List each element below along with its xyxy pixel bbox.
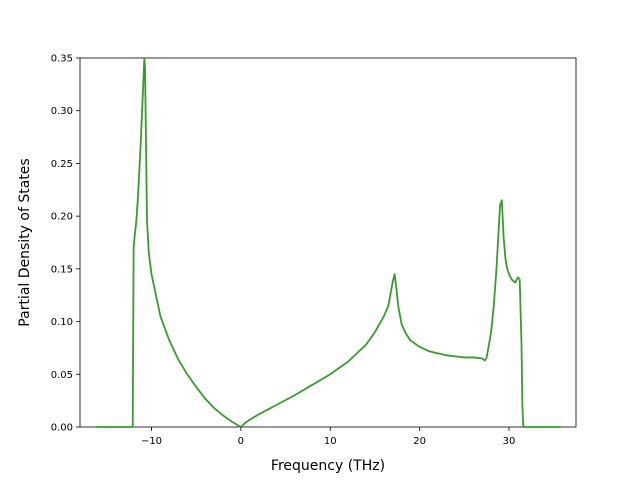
y-tick-label: 0.05 — [51, 370, 73, 381]
y-tick-label: 0.10 — [51, 317, 73, 328]
x-tick-label: 10 — [324, 436, 337, 447]
x-axis-label: Frequency (THz) — [271, 458, 385, 474]
y-tick-label: 0.15 — [51, 264, 73, 275]
x-tick-label: 30 — [503, 436, 516, 447]
plot-frame — [79, 57, 577, 428]
y-tick-label: 0.25 — [51, 159, 73, 170]
x-tick-label: 20 — [413, 436, 426, 447]
y-tick-label: 0.20 — [51, 212, 73, 223]
y-tick-label: 0.30 — [51, 106, 73, 117]
y-tick-label: 0.35 — [51, 54, 73, 65]
series-layer — [96, 57, 561, 428]
y-tick-label: 0.00 — [51, 423, 73, 434]
x-tick-label: −10 — [141, 436, 162, 447]
y-axis-label: Partial Density of States — [17, 158, 33, 326]
series-line-0 — [96, 57, 561, 428]
x-axis-ticks: −10 0 10 20 30 — [141, 427, 515, 447]
y-axis-ticks: 0.00 0.05 0.10 0.15 0.20 0.25 0.30 0.35 — [51, 54, 80, 434]
x-tick-label: 0 — [238, 436, 244, 447]
